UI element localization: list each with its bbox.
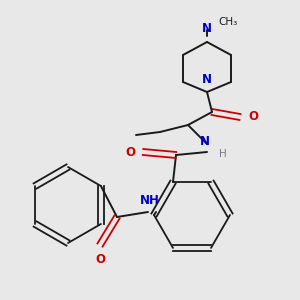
Text: CH₃: CH₃: [218, 17, 237, 27]
Text: NH: NH: [140, 194, 160, 207]
Text: H: H: [219, 149, 227, 159]
Text: O: O: [95, 253, 105, 266]
Text: O: O: [125, 146, 135, 158]
Text: N: N: [200, 135, 210, 148]
Text: O: O: [248, 110, 258, 124]
Text: N: N: [202, 73, 212, 86]
Text: N: N: [202, 22, 212, 35]
